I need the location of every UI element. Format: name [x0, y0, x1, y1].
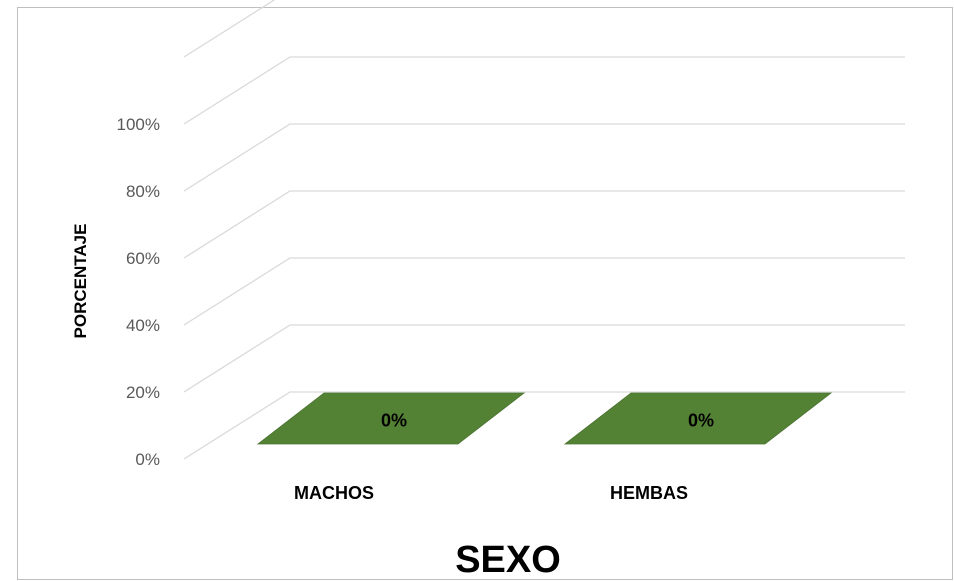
x-axis-label: SEXO	[455, 539, 561, 581]
data-label-hembas: 0%	[688, 411, 714, 431]
bar-hembas	[563, 392, 833, 445]
bar-machos	[256, 392, 526, 445]
y-axis-label: PORCENTAJE	[71, 224, 90, 339]
gridline	[183, 324, 905, 393]
gridline	[183, 257, 905, 326]
category-label-hembas: HEMBAS	[610, 483, 688, 503]
y-tick-label: 20%	[126, 383, 160, 402]
data-label-machos: 0%	[381, 411, 407, 431]
y-tick-label: 60%	[126, 249, 160, 268]
chart-frame	[17, 7, 953, 580]
y-tick-label: 0%	[135, 450, 160, 469]
grid-layer	[183, 0, 905, 460]
gridline	[183, 56, 905, 125]
gridline	[183, 123, 905, 192]
y-tick-label: 80%	[126, 182, 160, 201]
gridline	[183, 391, 905, 460]
gridline	[183, 190, 905, 259]
bars-layer	[256, 392, 833, 445]
y-tick-label: 100%	[117, 115, 160, 134]
text-layer: 0% 20% 40% 60% 80% 100% 0% MACHOS 0% HEMBAS	[117, 115, 714, 503]
y-tick-label: 40%	[126, 316, 160, 335]
gridline	[183, 0, 276, 58]
category-label-machos: MACHOS	[294, 483, 374, 503]
